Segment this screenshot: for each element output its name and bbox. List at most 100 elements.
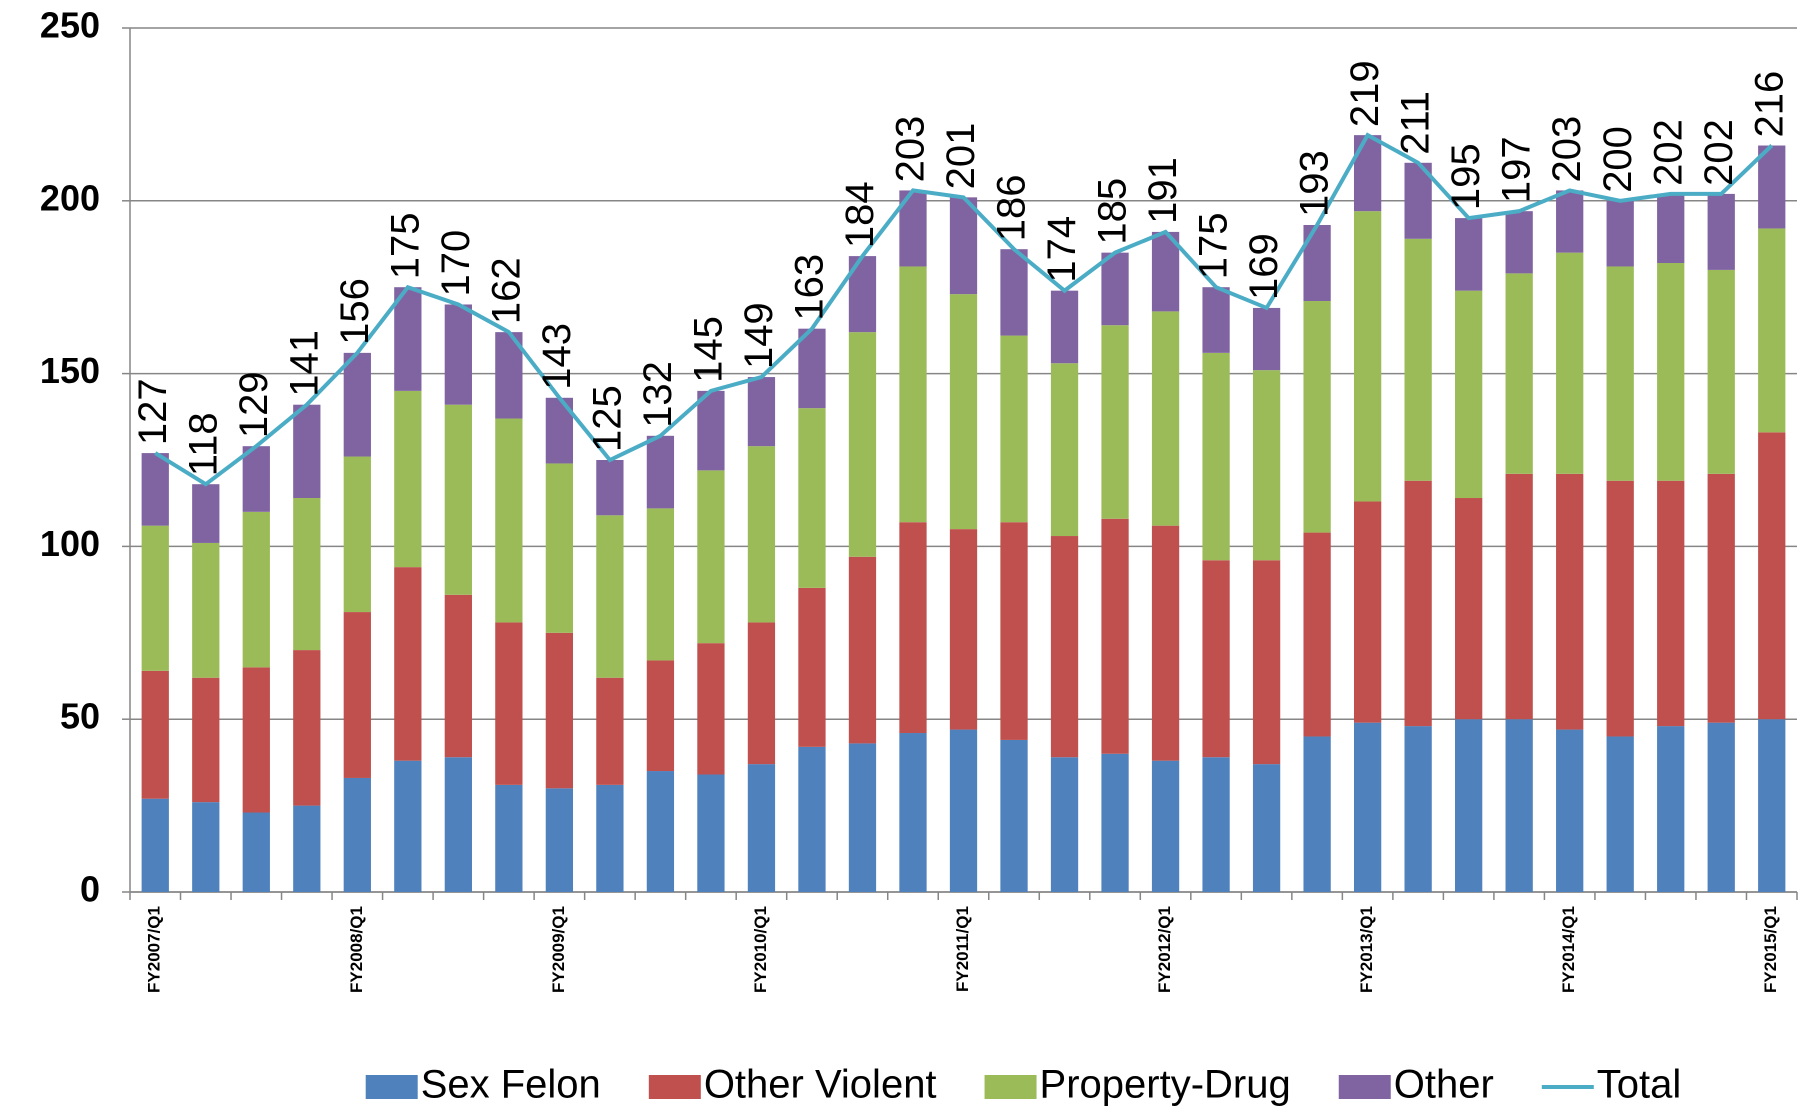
bar-segment (1000, 522, 1028, 740)
bar-segment (242, 667, 270, 813)
bar-segment (747, 764, 776, 892)
data-label: 156 (333, 278, 377, 345)
bar-segment (1101, 325, 1129, 519)
bar-segment (1657, 726, 1685, 892)
bar-segment (1303, 532, 1331, 737)
bar-segment (1050, 363, 1079, 537)
data-label: 191 (1141, 157, 1185, 224)
bar-segment (1606, 200, 1634, 267)
legend-label: Sex Felon (421, 1063, 601, 1107)
bar-segment (646, 771, 675, 892)
data-label: 186 (990, 174, 1034, 241)
legend-swatch (1338, 1075, 1391, 1099)
bar-segment (192, 677, 220, 803)
bar-segment (1252, 764, 1281, 892)
bar-segment (798, 746, 826, 892)
bar-segment (949, 294, 978, 530)
bar-segment (1303, 224, 1331, 302)
data-label: 145 (686, 316, 730, 383)
data-label: 129 (232, 371, 276, 438)
bar-segment (293, 498, 321, 651)
legend-label: Other Violent (704, 1063, 937, 1107)
bar-segment (1707, 722, 1735, 892)
data-label: 219 (1343, 60, 1387, 127)
bar-segment (646, 508, 675, 661)
bar-segment (1556, 473, 1584, 730)
legend-label: Total (1597, 1063, 1682, 1107)
bar-segment (848, 556, 877, 744)
data-label: 193 (1293, 150, 1337, 217)
bar-segment (646, 660, 675, 772)
bar-segment (1252, 560, 1281, 765)
bar-segment (1606, 266, 1634, 481)
bar-segment (343, 612, 371, 778)
bar-segment (545, 632, 574, 789)
bar-segment (545, 788, 574, 892)
bar-segment (495, 622, 523, 785)
bar-segment (444, 404, 472, 595)
bar-segment (1000, 335, 1028, 523)
bar-segment (1556, 190, 1584, 253)
bar-segment (1050, 290, 1079, 364)
bar-segment (949, 529, 978, 730)
bar-segment (1202, 560, 1230, 758)
bar-segment (1707, 269, 1735, 474)
legend: Sex Felon Other Violent Property-Drug Other… (365, 1063, 1682, 1107)
bar-segment (949, 197, 978, 295)
bar-segment (1455, 498, 1483, 720)
bar-segment (596, 515, 624, 678)
bar-segment (1505, 473, 1533, 720)
bar-segment (1151, 525, 1180, 761)
bar-segment (798, 587, 826, 747)
x-tick-label: FY2014/Q1 (1559, 906, 1578, 993)
bar-segment (242, 446, 270, 512)
bar-segment (1303, 301, 1331, 533)
bar-segment (343, 456, 371, 613)
bar-segment (343, 352, 371, 457)
bar-segment (192, 542, 220, 678)
x-tick-label: FY2007/Q1 (145, 906, 164, 993)
bar-segment (394, 390, 422, 568)
bar-segment (798, 328, 826, 409)
total-line (154, 132, 1774, 487)
bar-segment (1657, 480, 1685, 727)
data-label: 175 (383, 212, 427, 279)
bar-segment (1556, 729, 1584, 892)
data-label: 132 (636, 361, 680, 428)
bar-segment (1353, 501, 1382, 723)
bar-segment (293, 805, 321, 892)
bar-segment (1404, 726, 1432, 892)
bar-segment (899, 733, 927, 892)
x-tick-label: FY2013/Q1 (1357, 906, 1376, 993)
x-tick-label: FY2009/Q1 (549, 906, 568, 993)
bar-segment (1758, 432, 1786, 720)
bar-segment (1000, 249, 1028, 336)
x-tick-label: FY2010/Q1 (751, 906, 770, 993)
y-tick-label: 200 (40, 177, 100, 218)
bar-segment (1151, 231, 1180, 312)
bar-segment (1707, 473, 1735, 723)
bar-segment (1606, 480, 1634, 737)
data-label: 149 (737, 302, 781, 369)
y-tick-label: 100 (40, 523, 100, 564)
x-tick-label: FY2008/Q1 (347, 906, 366, 993)
data-label: 184 (838, 181, 882, 248)
bar-segment (798, 408, 826, 588)
bar-segment (141, 798, 169, 892)
data-label: 174 (1040, 216, 1084, 283)
bar-segment (141, 453, 169, 526)
bar-segment (1404, 238, 1432, 481)
bar-segment (949, 729, 978, 892)
bar-segment (1353, 722, 1382, 892)
bar-segment (1505, 211, 1533, 274)
bar-segment (697, 774, 725, 892)
x-tick-label: FY2011/Q1 (953, 906, 972, 992)
x-tick-label: FY2015/Q1 (1761, 906, 1780, 993)
bar-segment (747, 446, 776, 623)
data-label: 163 (788, 254, 832, 321)
bar-segment (848, 743, 877, 892)
bar-segment (1151, 760, 1180, 892)
bar-segment (899, 522, 927, 734)
bar-segment (1151, 311, 1180, 526)
data-label: 203 (889, 116, 933, 183)
